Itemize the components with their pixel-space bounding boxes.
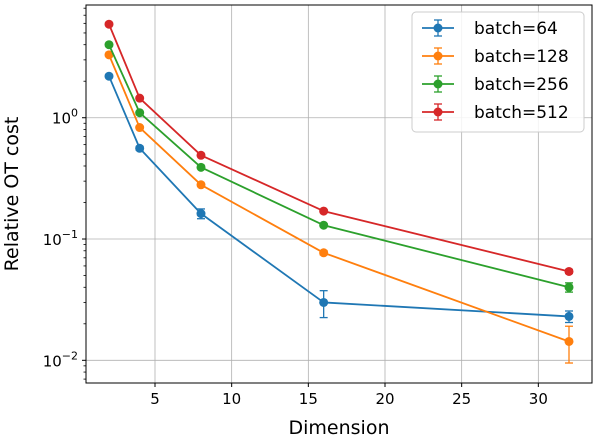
data-point <box>135 93 145 103</box>
legend-label: batch=64 <box>474 19 558 39</box>
data-point <box>104 40 114 50</box>
legend-marker <box>433 51 443 61</box>
x-tick-label: 25 <box>452 390 471 408</box>
series-batch=128 <box>104 50 574 364</box>
legend-entry: batch=256 <box>422 75 569 95</box>
legend-entry: batch=512 <box>422 103 569 123</box>
data-point <box>319 206 329 216</box>
y-tick-base: 10 <box>52 110 71 128</box>
data-point <box>564 336 574 346</box>
data-point <box>135 123 145 133</box>
data-point <box>196 150 206 160</box>
legend-box <box>411 11 585 133</box>
legend-marker <box>433 23 443 33</box>
x-tick-label: 30 <box>529 390 548 408</box>
y-axis-label: Relative OT cost <box>1 117 23 272</box>
y-tick-base: 10 <box>43 352 62 370</box>
plot-frame <box>85 4 593 384</box>
y-tick-exponent: 0 <box>71 107 78 120</box>
x-axis-label: Dimension <box>289 417 390 439</box>
y-tick-label: 10−2 <box>43 349 78 370</box>
legend-label: batch=128 <box>474 47 569 67</box>
data-point <box>564 282 574 292</box>
x-tick-label: 5 <box>150 390 160 408</box>
legend: batch=64 batch=128 batch=256 batch=512 <box>411 11 585 133</box>
data-point <box>319 297 329 307</box>
series-batch=512 <box>104 19 574 276</box>
data-point <box>135 143 145 153</box>
data-point <box>104 50 114 60</box>
data-point <box>196 209 206 219</box>
legend-entry: batch=64 <box>422 19 558 39</box>
x-tick-label: 15 <box>299 390 318 408</box>
data-point <box>104 19 114 29</box>
legend-label: batch=512 <box>474 103 569 123</box>
legend-label: batch=256 <box>474 75 569 95</box>
series-layer <box>104 19 574 364</box>
series-batch=64 <box>104 71 574 324</box>
x-tick-label: 10 <box>222 390 241 408</box>
x-axis-ticks: 5 10 15 20 25 30 <box>150 383 548 408</box>
data-point <box>196 180 206 190</box>
y-tick-label: 100 <box>52 107 78 128</box>
data-point <box>319 248 329 258</box>
y-tick-base: 10 <box>43 231 62 249</box>
legend-marker <box>433 107 443 117</box>
y-tick-label: 10−1 <box>43 228 78 249</box>
data-point <box>564 266 574 276</box>
data-point <box>564 311 574 321</box>
data-point <box>135 108 145 118</box>
legend-entry: batch=128 <box>422 47 569 67</box>
legend-marker <box>433 79 443 89</box>
y-tick-exponent: −2 <box>62 349 78 362</box>
y-tick-exponent: −1 <box>62 228 78 241</box>
data-point <box>104 71 114 81</box>
data-point <box>319 220 329 230</box>
x-tick-label: 20 <box>375 390 394 408</box>
data-point <box>196 162 206 172</box>
series-batch=256 <box>104 40 574 293</box>
